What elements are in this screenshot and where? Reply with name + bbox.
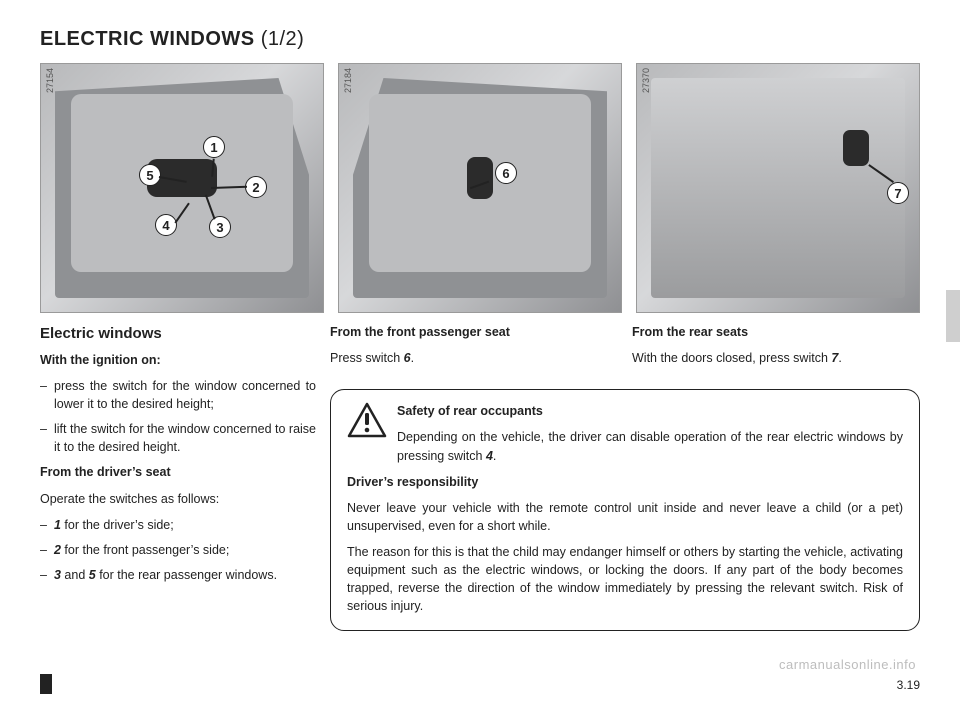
caption-text: Press switch 6. — [330, 349, 618, 367]
caption-post: . — [838, 351, 841, 365]
ref-number: 5 — [89, 568, 96, 582]
passenger-switch — [467, 157, 493, 199]
right-caption: From the rear seats With the doors close… — [632, 323, 920, 375]
section-tab — [946, 290, 960, 342]
caption-heading: From the rear seats — [632, 325, 748, 339]
safety-p1-pre: Depending on the vehicle, the driver can… — [397, 430, 903, 462]
image-id: 27184 — [343, 68, 353, 93]
list-text: for the driver’s side; — [61, 518, 174, 532]
title-sub: (1/2) — [261, 28, 305, 50]
safety-box: Safety of rear occupants Depending on th… — [330, 389, 920, 630]
list-item: 1 for the driver’s side; — [40, 516, 316, 534]
callout-3: 3 — [209, 216, 231, 238]
callout-5: 5 — [139, 164, 161, 186]
figure-rear-seat: 27370 7 — [636, 63, 920, 313]
manual-page: ELECTRIC WINDOWS (1/2) 27154 1 2 3 4 5 2… — [0, 0, 960, 710]
operate-line: Operate the switches as follows: — [40, 490, 316, 508]
ref-number: 6 — [404, 351, 411, 365]
caption-pre: Press switch — [330, 351, 404, 365]
images-row: 27154 1 2 3 4 5 27184 6 27370 — [40, 63, 920, 313]
list-text: for the front passenger’s side; — [61, 543, 229, 557]
image-id: 27370 — [641, 68, 651, 93]
safety-p2: Never leave your vehicle with the remote… — [347, 499, 903, 535]
footer-mark — [40, 674, 52, 694]
right-area: From the front passenger seat Press swit… — [330, 323, 920, 631]
safety-intro: Safety of rear occupants Depending on th… — [397, 402, 903, 464]
instruction-list-2: 1 for the driver’s side; 2 for the front… — [40, 516, 316, 584]
list-item: press the switch for the window concerne… — [40, 377, 316, 413]
ref-number: 3 — [54, 568, 61, 582]
safety-top-row: Safety of rear occupants Depending on th… — [347, 402, 903, 464]
page-number: 3.19 — [897, 678, 920, 692]
ref-number: 1 — [54, 518, 61, 532]
ignition-on-label: With the ignition on: — [40, 353, 161, 367]
image-id: 27154 — [45, 68, 55, 93]
caption-pre: With the doors closed, press switch — [632, 351, 831, 365]
ref-number: 2 — [54, 543, 61, 557]
text-columns: Electric windows With the ignition on: p… — [40, 323, 920, 631]
caption-post: . — [411, 351, 414, 365]
safety-p1: Depending on the vehicle, the driver can… — [397, 428, 903, 464]
page-title: ELECTRIC WINDOWS (1/2) — [40, 28, 920, 51]
callout-2: 2 — [245, 176, 267, 198]
callout-4: 4 — [155, 214, 177, 236]
watermark: carmanualsonline.info — [779, 657, 916, 672]
callout-6: 6 — [495, 162, 517, 184]
safety-p1-post: . — [493, 449, 496, 463]
warning-icon — [347, 402, 387, 438]
title-main: ELECTRIC WINDOWS — [40, 28, 255, 50]
callout-1: 1 — [203, 136, 225, 158]
ref-number: 4 — [486, 449, 493, 463]
list-text: and — [61, 568, 89, 582]
list-item: 3 and 5 for the rear passenger win­dows. — [40, 566, 316, 584]
mid-caption: From the front passenger seat Press swit… — [330, 323, 618, 375]
safety-p3: The reason for this is that the child ma… — [347, 543, 903, 616]
rear-seat-shape — [651, 78, 905, 298]
left-column: Electric windows With the ignition on: p… — [40, 323, 316, 631]
from-driver-label: From the driver’s seat — [40, 465, 171, 479]
figure-driver-door: 27154 1 2 3 4 5 — [40, 63, 324, 313]
list-text: for the rear passenger win­dows. — [96, 568, 277, 582]
section-heading: Electric windows — [40, 323, 316, 345]
safety-heading-1: Safety of rear occupants — [397, 404, 543, 418]
figure-passenger-door: 27184 6 — [338, 63, 622, 313]
callout-7: 7 — [887, 182, 909, 204]
caption-heading: From the front passenger seat — [330, 325, 510, 339]
list-item: lift the switch for the window con­cerne… — [40, 420, 316, 456]
safety-heading-2: Driver’s responsibility — [347, 475, 478, 489]
list-item: 2 for the front passenger’s side; — [40, 541, 316, 559]
caption-text: With the doors closed, press switch 7. — [632, 349, 920, 367]
instruction-list-1: press the switch for the window concerne… — [40, 377, 316, 457]
captions-row: From the front passenger seat Press swit… — [330, 323, 920, 375]
rear-switch — [843, 130, 869, 166]
